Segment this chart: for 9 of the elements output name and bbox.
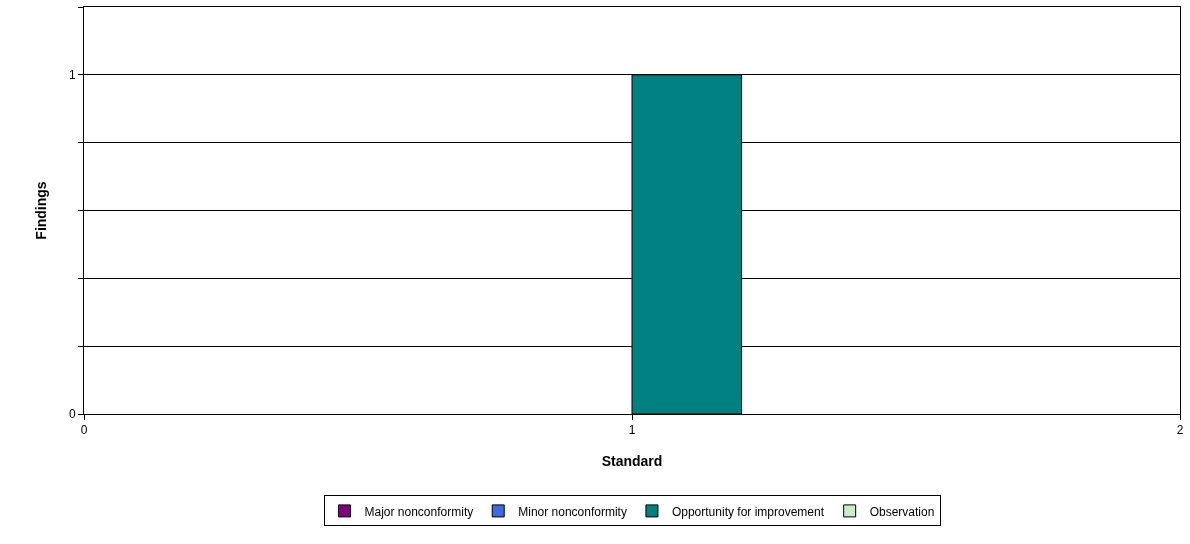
x-tick-label: 1 xyxy=(628,423,636,438)
legend-label: Major nonconformity xyxy=(364,504,474,519)
x-tick-label: 2 xyxy=(1176,423,1184,438)
legend-label: Minor nonconformity xyxy=(518,504,627,519)
y-axis-title: Findings xyxy=(33,181,49,240)
x-tick-label: 0 xyxy=(80,423,88,438)
legend-label: Opportunity for improvement xyxy=(671,504,825,519)
x-axis-title: Standard xyxy=(601,453,663,469)
legend-label: Observation xyxy=(869,504,935,519)
